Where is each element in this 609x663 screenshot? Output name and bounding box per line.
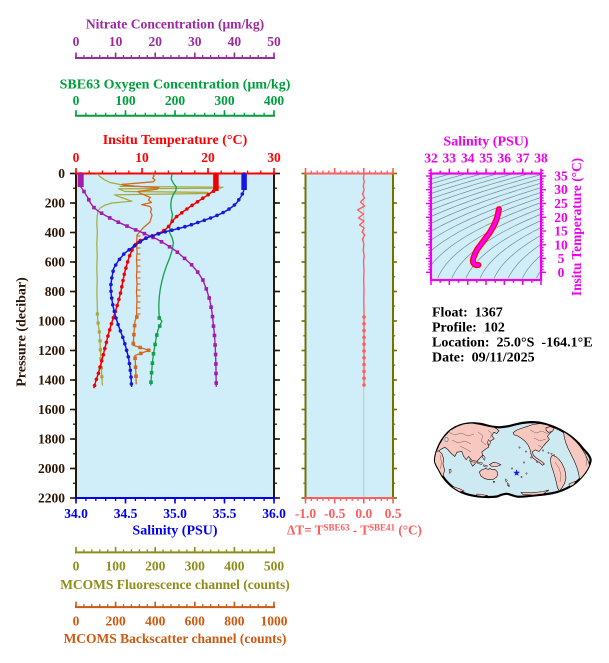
svg-text:Nitrate Concentration (μm/kg): Nitrate Concentration (μm/kg) (86, 17, 264, 33)
svg-text:0: 0 (58, 166, 65, 181)
svg-text:2000: 2000 (38, 461, 65, 476)
svg-text:400: 400 (45, 225, 66, 240)
svg-text:36.0: 36.0 (262, 506, 286, 521)
svg-text:34: 34 (461, 151, 475, 166)
svg-text:30: 30 (554, 182, 568, 197)
svg-text:300: 300 (214, 93, 235, 108)
svg-text:600: 600 (45, 255, 66, 270)
svg-text:SBE63 Oxygen Concentration (μm: SBE63 Oxygen Concentration (μm/kg) (60, 78, 291, 93)
svg-text:300: 300 (185, 559, 206, 574)
svg-text:Salinity (PSU): Salinity (PSU) (132, 524, 218, 539)
svg-text:-1.0: -1.0 (295, 506, 317, 521)
svg-text:200: 200 (165, 93, 186, 108)
svg-text:5: 5 (558, 251, 565, 266)
svg-text:0: 0 (73, 93, 80, 108)
svg-text:35: 35 (554, 169, 568, 184)
svg-text:200: 200 (145, 559, 166, 574)
svg-text:1800: 1800 (38, 432, 65, 447)
svg-text:15: 15 (554, 224, 568, 239)
svg-text:400: 400 (264, 93, 285, 108)
svg-text:1000: 1000 (261, 614, 288, 629)
svg-text:MCOMS Fluorescence channel (co: MCOMS Fluorescence channel (counts) (60, 577, 290, 592)
svg-text:Salinity (PSU): Salinity (PSU) (443, 135, 529, 150)
svg-text:34.0: 34.0 (64, 506, 88, 521)
svg-text:400: 400 (224, 559, 245, 574)
svg-text:38: 38 (534, 151, 548, 166)
svg-text:35.5: 35.5 (213, 506, 237, 521)
svg-text:0.5: 0.5 (385, 506, 402, 521)
svg-text:0: 0 (73, 34, 80, 49)
svg-text:1600: 1600 (38, 402, 65, 417)
svg-text:200: 200 (45, 196, 66, 211)
svg-text:30: 30 (188, 34, 202, 49)
svg-text:100: 100 (115, 93, 136, 108)
svg-text:0.0: 0.0 (355, 506, 372, 521)
svg-text:37: 37 (516, 151, 530, 166)
svg-text:100: 100 (105, 559, 126, 574)
svg-text:Float: 1367: Float: 1367 (432, 306, 503, 321)
svg-text:35.0: 35.0 (163, 506, 187, 521)
svg-text:35: 35 (479, 151, 493, 166)
svg-text:1400: 1400 (38, 373, 65, 388)
svg-text:600: 600 (185, 614, 206, 629)
svg-text:34.5: 34.5 (114, 506, 138, 521)
svg-text:20: 20 (201, 150, 215, 165)
svg-text:50: 50 (267, 34, 281, 49)
svg-text:200: 200 (105, 614, 126, 629)
svg-text:33: 33 (443, 151, 457, 166)
svg-text:30: 30 (267, 150, 281, 165)
svg-text:0: 0 (73, 614, 80, 629)
svg-text:Profile: 102: Profile: 102 (432, 321, 505, 336)
svg-text:Insitu Temperature (°C): Insitu Temperature (°C) (569, 158, 584, 296)
svg-text:1200: 1200 (38, 343, 65, 358)
svg-text:36: 36 (498, 151, 512, 166)
svg-text:400: 400 (145, 614, 166, 629)
svg-text:Date: 09/11/2025: Date: 09/11/2025 (432, 351, 535, 366)
svg-text:20: 20 (554, 210, 568, 225)
svg-text:-0.5: -0.5 (324, 506, 346, 521)
svg-text:1000: 1000 (38, 314, 65, 329)
svg-text:2200: 2200 (38, 491, 65, 506)
svg-text:25: 25 (554, 196, 568, 211)
svg-text:32: 32 (424, 151, 438, 166)
svg-text:0: 0 (73, 559, 80, 574)
svg-text:Pressure (decibar): Pressure (decibar) (15, 277, 30, 387)
svg-text:Insitu Temperature (°C): Insitu Temperature (°C) (103, 133, 248, 148)
svg-text:500: 500 (264, 559, 285, 574)
svg-text:Location: 25.0°S -164.1°E: Location: 25.0°S -164.1°E (432, 336, 593, 351)
svg-text:10: 10 (554, 237, 568, 252)
svg-text:0: 0 (558, 265, 565, 280)
svg-text:800: 800 (45, 284, 66, 299)
svg-text:800: 800 (224, 614, 245, 629)
svg-text:10: 10 (109, 34, 123, 49)
svg-text:ΔT= TSBE63 - TSBE41 (°C): ΔT= TSBE63 - TSBE41 (°C) (287, 523, 422, 538)
svg-text:0: 0 (73, 150, 80, 165)
svg-text:MCOMS Backscatter channel (cou: MCOMS Backscatter channel (counts) (64, 631, 287, 646)
svg-text:20: 20 (148, 34, 162, 49)
svg-text:10: 10 (135, 150, 149, 165)
svg-text:40: 40 (228, 34, 242, 49)
